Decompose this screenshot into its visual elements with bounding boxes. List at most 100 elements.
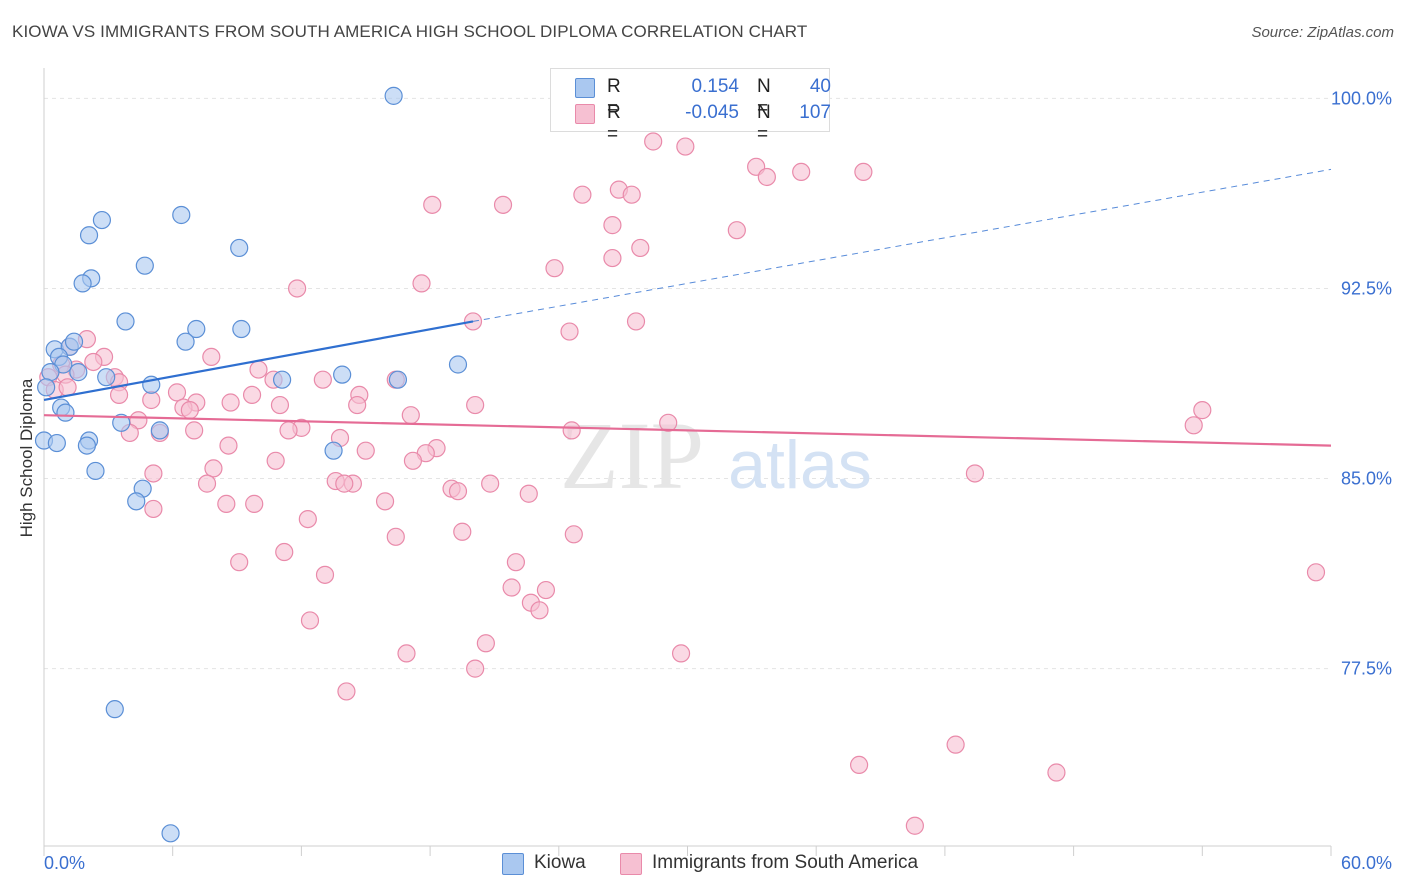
kiowa-point (86, 461, 105, 481)
south-america-point (466, 395, 485, 415)
kiowa-point (92, 210, 112, 230)
south-america-point (249, 360, 268, 379)
south-america-point (466, 659, 485, 678)
kiowa-point (97, 368, 116, 387)
kiowa-point (448, 355, 468, 374)
south-america-point (180, 401, 199, 420)
south-america-point (676, 137, 695, 156)
south-america-trendline (43, 414, 1332, 447)
south-america-point (217, 494, 236, 513)
south-america-swatch (575, 104, 595, 124)
south-america-point (221, 393, 240, 412)
south-america-point (502, 578, 521, 597)
south-america-point (144, 499, 163, 519)
kiowa-point (79, 226, 99, 245)
kiowa-n-value: 40 (809, 76, 831, 97)
south-america-point (275, 542, 294, 562)
kiowa-r-value: 0.154 (691, 76, 739, 97)
south-america-point (727, 221, 746, 240)
stats-legend: R = 0.154 N = 40 R = -0.045 N = 107 (550, 68, 831, 145)
south-america-point (142, 390, 161, 410)
axes (43, 68, 1332, 856)
south-america-point (337, 682, 356, 701)
source-credit: Source: ZipAtlas.com (1251, 24, 1394, 41)
tick-labels: 77.5% 85.0% 92.5% 100.0% 0.0% 60.0% (44, 88, 1392, 873)
south-america-point (562, 421, 581, 440)
south-america-point (288, 279, 307, 298)
south-america-point (300, 611, 320, 630)
kiowa-point (69, 363, 88, 382)
chart-title: KIOWA VS IMMIGRANTS FROM SOUTH AMERICA H… (12, 22, 808, 41)
south-america-n-value: 107 (799, 102, 831, 123)
south-america-point (626, 312, 646, 331)
south-america-point (423, 195, 442, 214)
kiowa-point (127, 492, 146, 511)
kiowa-point (73, 274, 92, 293)
y-tick-label: 77.5% (1341, 659, 1392, 679)
south-america-point (1184, 416, 1203, 435)
south-america-point (448, 482, 468, 501)
kiowa-point (150, 421, 169, 440)
kiowa-point (187, 319, 206, 339)
series-kiowa (34, 86, 468, 843)
n-label: N = (757, 76, 771, 119)
r-label: R = (607, 76, 621, 119)
kiowa-legend-swatch (502, 853, 524, 875)
south-america-point (401, 406, 420, 425)
south-america-point (167, 383, 187, 402)
south-america-point (375, 492, 395, 511)
south-america-point (230, 553, 249, 572)
south-america-point (204, 459, 223, 478)
kiowa-point (64, 332, 84, 351)
kiowa-swatch (575, 78, 595, 98)
kiowa-point (333, 365, 352, 384)
south-america-point (453, 522, 472, 541)
n-label: N = (757, 102, 771, 145)
south-america-point (530, 601, 549, 620)
kiowa-point (77, 436, 97, 455)
x-tick-label-max: 60.0% (1341, 853, 1392, 873)
south-america-point (58, 378, 77, 397)
south-america-point (356, 441, 375, 460)
south-america-point (386, 527, 405, 546)
south-america-point (659, 413, 678, 432)
y-tick-label: 100.0% (1331, 88, 1392, 108)
watermark-atlas: atlas (728, 427, 872, 503)
kiowa-point (388, 370, 408, 389)
kiowa-point (176, 332, 195, 351)
south-america-point (1047, 763, 1066, 782)
south-america-point (757, 167, 776, 187)
watermark: ZIP atlas (560, 402, 872, 509)
kiowa-legend-label: Kiowa (534, 852, 586, 873)
south-america-point (109, 385, 129, 405)
gridlines (44, 97, 1331, 670)
kiowa-point (56, 403, 75, 422)
south-america-point (622, 185, 641, 204)
south-america-point (242, 385, 262, 405)
r-label: R = (607, 102, 621, 145)
south-america-point (603, 248, 622, 268)
south-america-point (792, 162, 811, 182)
south-america-point (348, 395, 367, 415)
south-america-legend-label: Immigrants from South America (652, 852, 919, 873)
trendlines (43, 168, 1332, 447)
kiowa-point (105, 700, 124, 719)
y-tick-label: 85.0% (1341, 469, 1392, 489)
south-america-point (536, 580, 556, 600)
south-america-point (1193, 401, 1212, 420)
kiowa-point (37, 378, 56, 397)
south-america-point (84, 352, 103, 372)
south-america-point (315, 565, 335, 584)
south-america-point (335, 474, 354, 493)
south-america-point (603, 216, 622, 235)
kiowa-point (47, 433, 66, 453)
series-legend: Kiowa Immigrants from South America (0, 852, 1406, 878)
kiowa-point (135, 256, 154, 275)
kiowa-point (116, 312, 135, 331)
kiowa-point (41, 363, 60, 382)
kiowa-point (161, 824, 180, 843)
south-america-point (476, 634, 495, 653)
south-america-point (298, 509, 317, 529)
kiowa-point (232, 319, 251, 339)
south-america-point (905, 816, 924, 835)
